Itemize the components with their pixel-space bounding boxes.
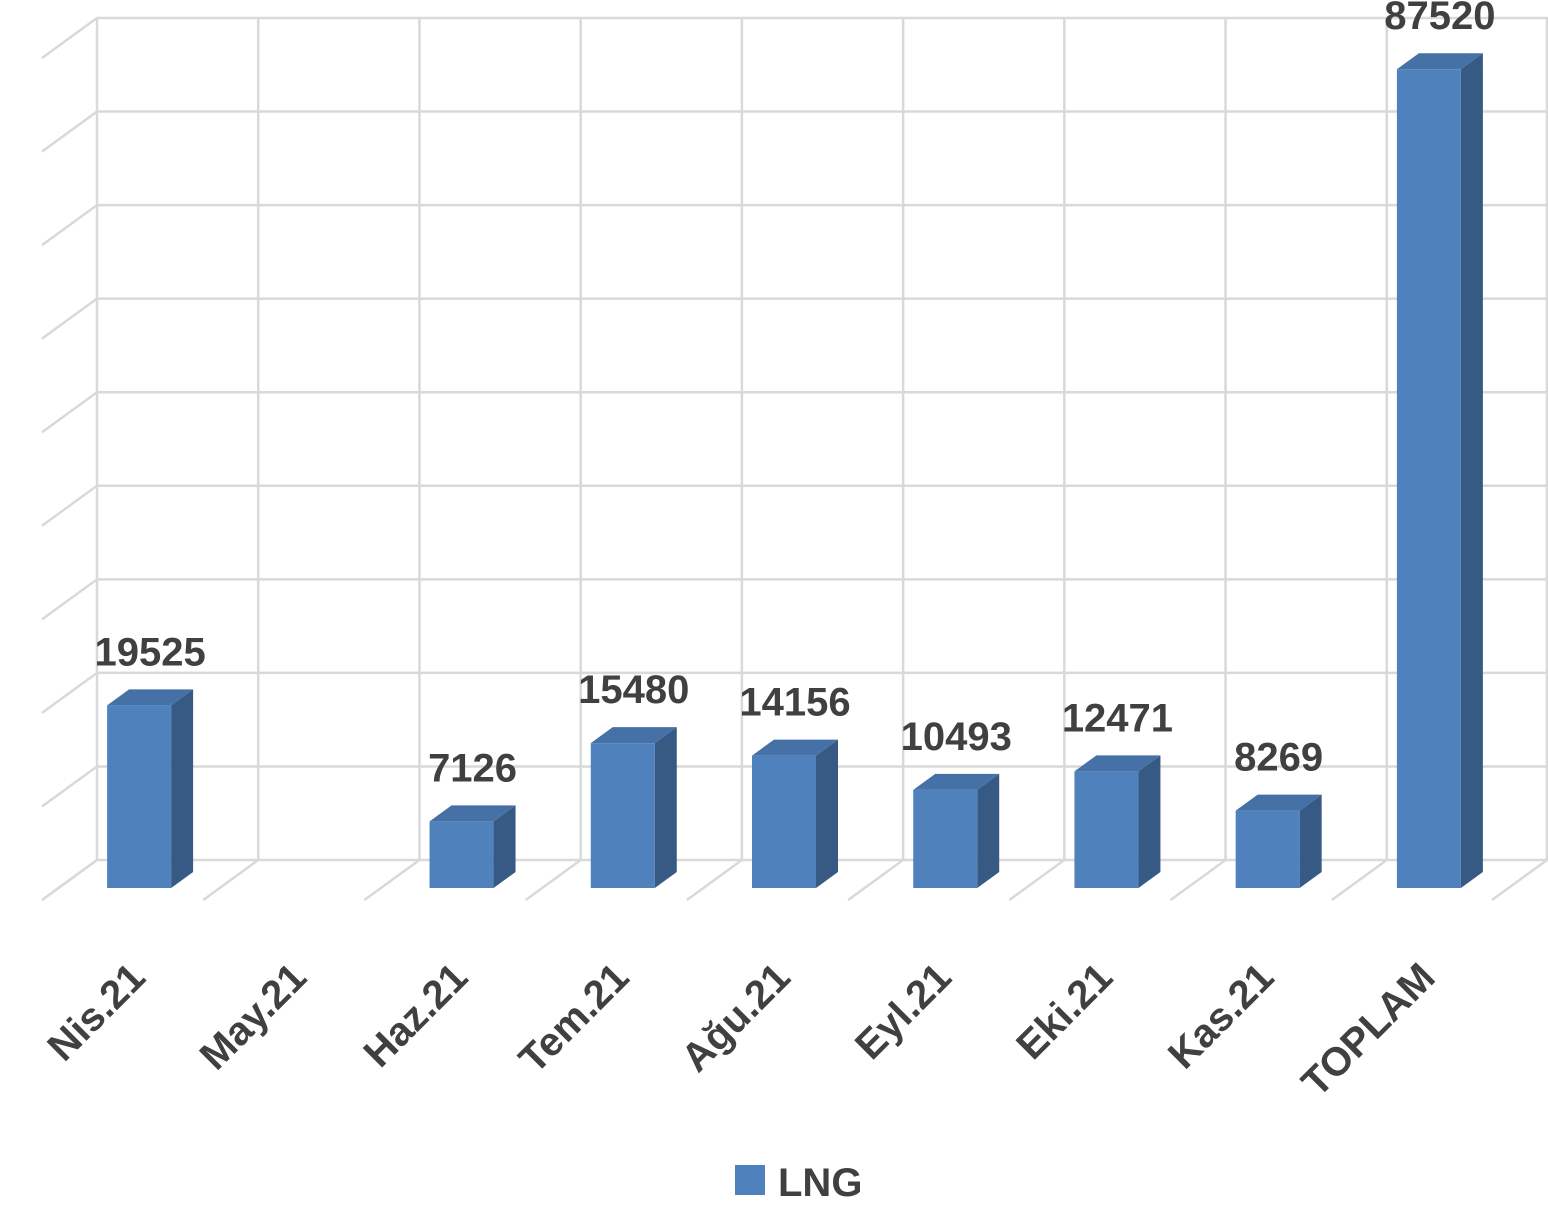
data-label: 10493 xyxy=(901,715,1012,759)
x-tick-label: Eyl.21 xyxy=(847,955,960,1068)
bar-top xyxy=(752,739,838,756)
bar-side xyxy=(171,689,194,888)
grid-line xyxy=(524,18,582,902)
bar xyxy=(913,773,1000,888)
bar xyxy=(752,739,838,888)
bar-top xyxy=(590,727,677,744)
bar-side xyxy=(654,727,677,888)
bar xyxy=(1396,53,1483,888)
bar-side xyxy=(1138,755,1161,888)
grid-line xyxy=(41,18,99,902)
grid-line xyxy=(41,484,1548,527)
x-tick-label: May.21 xyxy=(192,955,315,1078)
bar-front xyxy=(1074,771,1139,888)
x-tick-label: Eki.21 xyxy=(1008,955,1121,1068)
x-tick-label: TOPLAM xyxy=(1294,955,1444,1105)
bar xyxy=(107,689,194,888)
data-label: 7126 xyxy=(428,746,517,790)
bar-top xyxy=(107,689,194,706)
data-label: 12471 xyxy=(1062,696,1173,740)
grid-line xyxy=(41,578,1548,621)
bar-front xyxy=(429,821,494,888)
grid-line xyxy=(686,18,744,902)
x-tick-label: Nis.21 xyxy=(39,955,153,1069)
grid-line xyxy=(41,110,1548,153)
x-tick-label: Ağu.21 xyxy=(673,955,798,1080)
data-label: 87520 xyxy=(1384,0,1495,38)
x-tick-label: Kas.21 xyxy=(1160,955,1282,1077)
bar-side xyxy=(1299,794,1322,888)
bar xyxy=(1074,755,1161,888)
bar-front xyxy=(1396,69,1461,888)
bar-top xyxy=(1074,755,1161,772)
grid-line xyxy=(847,18,905,902)
bar-side xyxy=(816,739,838,888)
grid-line xyxy=(1169,18,1227,902)
grid-line xyxy=(202,18,260,902)
bar-front xyxy=(752,755,816,888)
bar-front xyxy=(590,743,655,888)
legend-swatch xyxy=(735,1165,765,1195)
grid-line xyxy=(363,18,421,902)
grid-line xyxy=(1491,18,1548,902)
grid-line xyxy=(41,16,1548,60)
bar xyxy=(1235,794,1322,888)
bar-top xyxy=(1396,53,1483,70)
x-tick-label: Haz.21 xyxy=(355,955,476,1076)
bar-top xyxy=(429,805,516,822)
bar xyxy=(590,727,677,888)
x-tick-label: Tem.21 xyxy=(511,955,637,1081)
bar-top xyxy=(1235,794,1322,811)
bar-front xyxy=(1235,810,1300,888)
data-label: 14156 xyxy=(739,681,850,725)
bar xyxy=(429,805,516,888)
bar-side xyxy=(493,805,516,888)
grid-line xyxy=(1331,18,1389,902)
grid-line xyxy=(1008,18,1066,902)
legend-label: LNG xyxy=(778,1161,862,1204)
grid-line xyxy=(41,390,1548,434)
grid-line xyxy=(41,203,1548,247)
data-label: 15480 xyxy=(578,668,689,712)
bar-top xyxy=(913,773,1000,790)
bar-front xyxy=(913,789,978,888)
grid-line xyxy=(41,297,1548,340)
bar-side xyxy=(977,773,1000,888)
data-label: 19525 xyxy=(94,630,205,674)
data-label: 8269 xyxy=(1234,736,1323,780)
bar-front xyxy=(107,705,172,888)
bar-side xyxy=(1460,53,1483,888)
